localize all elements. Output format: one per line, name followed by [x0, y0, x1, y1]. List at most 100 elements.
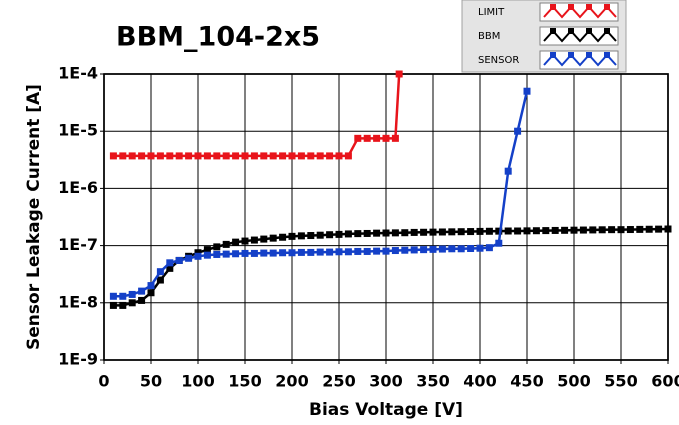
x-tick-label: 400	[463, 372, 496, 391]
data-point	[354, 134, 362, 142]
data-point	[382, 229, 390, 237]
data-point	[410, 246, 418, 254]
data-point	[354, 247, 362, 255]
y-axis-title: Sensor Leakage Current [A]	[24, 84, 44, 350]
x-tick-label: 550	[604, 372, 637, 391]
data-point	[307, 232, 315, 240]
data-point	[241, 152, 249, 160]
legend-marker	[550, 28, 556, 34]
data-point	[269, 234, 277, 242]
data-point	[138, 296, 146, 304]
data-point	[373, 134, 381, 142]
data-point	[485, 244, 493, 252]
data-point	[109, 292, 117, 300]
data-point	[260, 152, 268, 160]
legend-marker	[604, 28, 610, 34]
legend-marker	[550, 4, 556, 10]
data-point	[250, 152, 258, 160]
data-point	[382, 247, 390, 255]
data-point	[391, 229, 399, 237]
data-point	[241, 249, 249, 257]
data-point	[326, 248, 334, 256]
data-point	[467, 244, 475, 252]
data-point	[401, 246, 409, 254]
data-point	[344, 230, 352, 238]
data-point	[288, 249, 296, 257]
data-point	[467, 228, 475, 236]
data-point	[514, 127, 522, 135]
data-point	[589, 226, 597, 234]
y-tick-label: 1E-9	[58, 350, 98, 369]
data-point	[222, 152, 230, 160]
x-tick-label: 50	[140, 372, 162, 391]
legend-marker	[550, 52, 556, 58]
data-point	[222, 240, 230, 248]
data-point	[457, 245, 465, 253]
data-point	[232, 152, 240, 160]
data-point	[250, 236, 258, 244]
data-point	[523, 227, 531, 235]
data-point	[391, 134, 399, 142]
data-point	[664, 225, 672, 233]
data-point	[260, 235, 268, 243]
legend-label: LIMIT	[478, 7, 505, 18]
data-point	[438, 228, 446, 236]
data-point	[570, 226, 578, 234]
y-tick-label: 1E-5	[58, 121, 98, 140]
x-tick-label: 250	[322, 372, 355, 391]
data-point	[297, 232, 305, 240]
data-point	[297, 248, 305, 256]
data-point	[147, 152, 155, 160]
x-tick-label: 600	[651, 372, 679, 391]
data-point	[279, 249, 287, 257]
data-point	[316, 231, 324, 239]
data-point	[476, 244, 484, 252]
x-tick-label: 500	[557, 372, 590, 391]
x-tick-label: 150	[228, 372, 261, 391]
data-point	[166, 259, 174, 267]
legend-marker	[586, 4, 592, 10]
data-point	[166, 264, 174, 272]
data-point	[395, 70, 403, 78]
x-tick-label: 200	[275, 372, 308, 391]
data-point	[363, 134, 371, 142]
data-point	[185, 254, 193, 262]
legend-marker	[568, 28, 574, 34]
data-point	[316, 248, 324, 256]
data-point	[335, 152, 343, 160]
data-point	[203, 152, 211, 160]
data-point	[232, 238, 240, 246]
data-point	[119, 292, 127, 300]
chart-title: BBM_104-2x5	[116, 22, 320, 53]
y-tick-label: 1E-8	[58, 292, 98, 311]
data-point	[608, 226, 616, 234]
data-point	[551, 226, 559, 234]
data-point	[194, 152, 202, 160]
data-point	[175, 256, 183, 264]
data-point	[119, 152, 127, 160]
data-point	[617, 226, 625, 234]
y-tick-label: 1E-4	[58, 64, 98, 83]
legend-marker	[604, 52, 610, 58]
legend-marker	[604, 4, 610, 10]
x-tick-label: 300	[369, 372, 402, 391]
data-point	[485, 227, 493, 235]
x-tick-label: 100	[181, 372, 214, 391]
data-point	[476, 227, 484, 235]
data-point	[373, 229, 381, 237]
legend-label: BBM	[478, 31, 500, 42]
data-point	[598, 226, 606, 234]
data-point	[213, 152, 221, 160]
legend-line	[543, 5, 617, 19]
data-point	[194, 252, 202, 260]
data-point	[523, 87, 531, 95]
data-point	[222, 250, 230, 258]
data-point	[269, 152, 277, 160]
data-point	[128, 299, 136, 307]
data-point	[532, 227, 540, 235]
data-point	[269, 249, 277, 257]
data-point	[354, 230, 362, 238]
data-point	[109, 152, 117, 160]
